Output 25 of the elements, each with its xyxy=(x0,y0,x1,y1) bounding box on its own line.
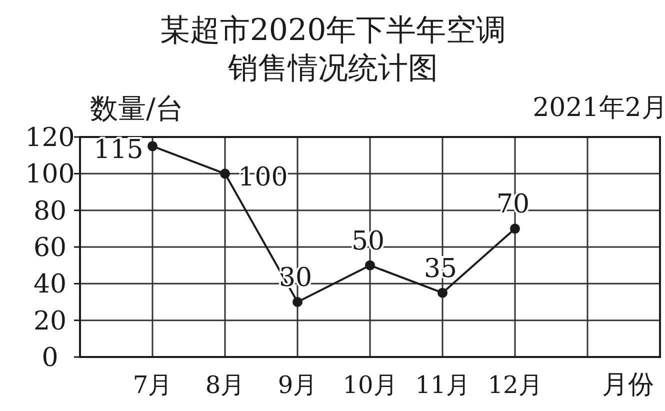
y-axis-title: 数量/台 xyxy=(90,92,184,125)
y-tick-label: 60 xyxy=(33,233,67,263)
x-axis-title: 月份 xyxy=(602,370,654,400)
y-tick-label: 40 xyxy=(33,270,67,300)
x-tick-label: 12月 xyxy=(488,371,542,399)
text: 2021年2月 xyxy=(532,93,665,123)
y-tick-label: 100 xyxy=(25,160,75,190)
x-tick-label: 9月 xyxy=(278,371,318,399)
point xyxy=(365,260,375,270)
y-tick-label: 120 xyxy=(25,123,75,153)
point xyxy=(510,224,520,234)
x-tick-label: 7月 xyxy=(132,371,172,399)
y-tick-label: 0 xyxy=(42,343,58,373)
y-tick-label: 20 xyxy=(33,306,67,336)
point xyxy=(292,297,302,307)
x-tick-label: 10月 xyxy=(342,371,398,399)
point xyxy=(220,168,230,179)
chart-title: 某超市2020年下半年空调 xyxy=(160,13,506,48)
point xyxy=(438,288,448,298)
point xyxy=(148,141,158,152)
x-tick-label: 11月 xyxy=(415,371,470,399)
y-tick-label: 80 xyxy=(33,196,67,226)
data-label: 115 xyxy=(94,135,144,166)
chart-subtitle: 销售情况统计图 xyxy=(227,51,438,86)
x-tick-label: 8月 xyxy=(205,371,245,399)
